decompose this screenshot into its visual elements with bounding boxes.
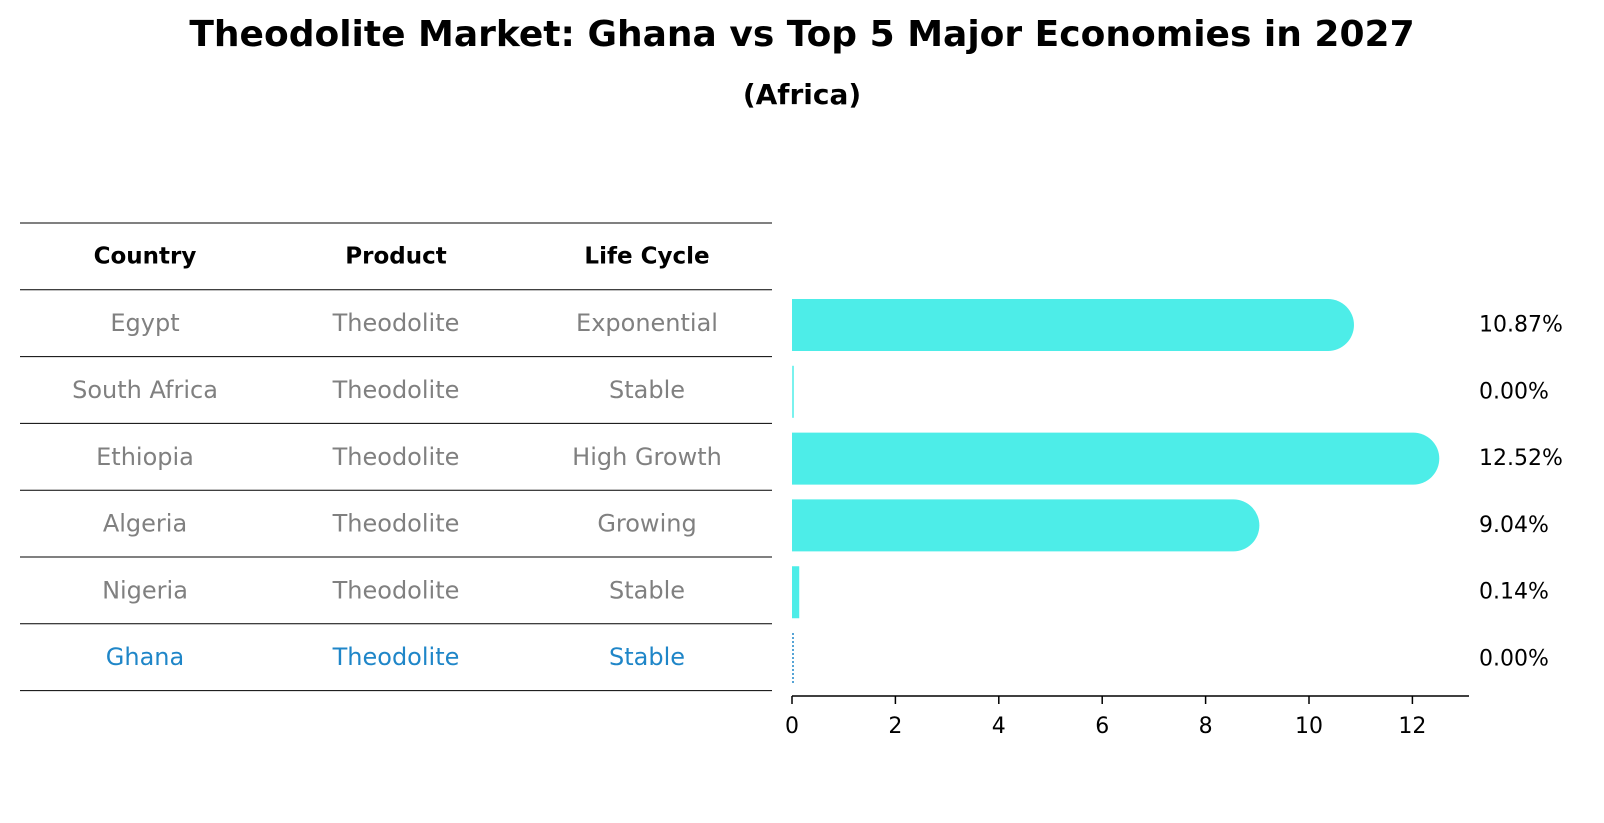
x-tick-label: 12: [1398, 714, 1426, 739]
x-tick-label: 2: [888, 714, 902, 739]
table-cell-country: Ghana: [106, 643, 184, 671]
x-tick-label: 4: [992, 714, 1006, 739]
bar-algeria: [792, 499, 1260, 552]
value-label-nigeria: 0.14%: [1479, 580, 1549, 605]
table-header-product: Product: [345, 243, 446, 269]
x-tick-label: 6: [1095, 714, 1109, 739]
table-header-country: Country: [94, 243, 197, 269]
value-label-ghana: 0.00%: [1479, 647, 1549, 672]
table-header-life-cycle: Life Cycle: [584, 243, 709, 269]
bar-ethiopia: [792, 432, 1440, 485]
table-cell-life-cycle: Stable: [609, 576, 685, 604]
x-tick-label: 0: [785, 714, 799, 739]
table-cell-life-cycle: Stable: [609, 643, 685, 671]
table-cell-life-cycle: Stable: [609, 376, 685, 404]
x-tick-label: 10: [1295, 714, 1323, 739]
table-cell-product: Theodolite: [332, 443, 460, 471]
chart-title: Theodolite Market: Ghana vs Top 5 Major …: [189, 14, 1415, 55]
value-label-egypt: 10.87%: [1479, 313, 1563, 338]
table-cell-country: Nigeria: [102, 576, 188, 604]
table-cell-product: Theodolite: [332, 510, 460, 538]
value-label-ethiopia: 12.52%: [1479, 446, 1563, 471]
table-cell-country: Algeria: [103, 510, 187, 538]
x-tick-label: 8: [1199, 714, 1213, 739]
table-cell-country: Egypt: [110, 309, 179, 337]
table-cell-country: South Africa: [72, 376, 218, 404]
table-cell-product: Theodolite: [332, 576, 460, 604]
table-cell-product: Theodolite: [332, 643, 460, 671]
table-cell-country: Ethiopia: [96, 443, 194, 471]
chart-subtitle: (Africa): [742, 78, 862, 111]
table-cell-life-cycle: High Growth: [572, 443, 722, 471]
table-cell-life-cycle: Growing: [597, 510, 696, 538]
table-cell-product: Theodolite: [332, 376, 460, 404]
table-cell-life-cycle: Exponential: [576, 309, 718, 337]
value-label-south-africa: 0.00%: [1479, 379, 1549, 404]
value-label-algeria: 9.04%: [1479, 513, 1549, 538]
table-cell-product: Theodolite: [332, 309, 460, 337]
bar-nigeria: [792, 566, 800, 619]
bar-egypt: [792, 299, 1354, 351]
